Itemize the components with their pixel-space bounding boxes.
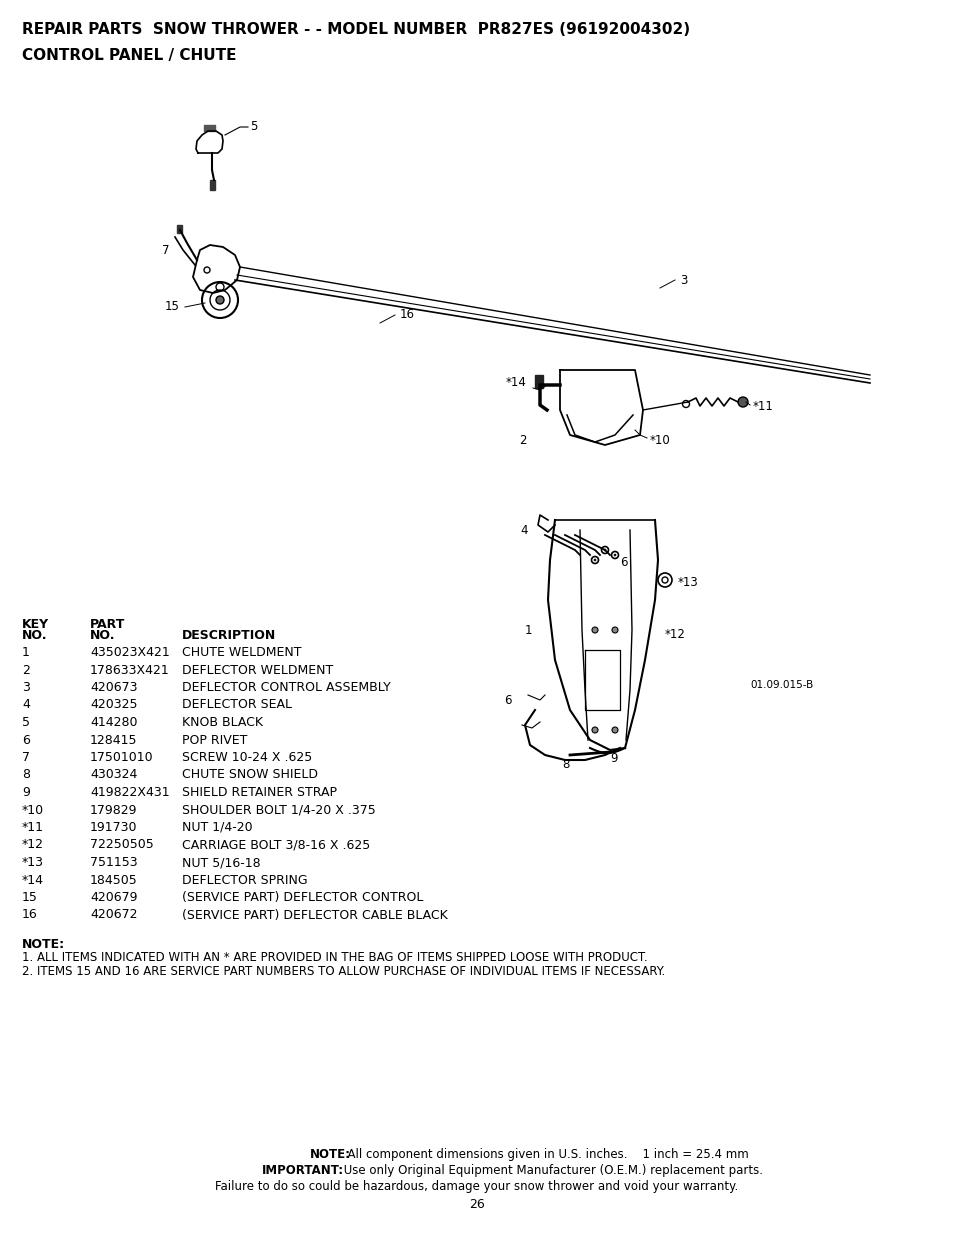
Text: 751153: 751153: [90, 856, 137, 869]
Polygon shape: [177, 225, 182, 233]
Circle shape: [603, 550, 605, 551]
Text: DESCRIPTION: DESCRIPTION: [182, 629, 276, 642]
Text: POP RIVET: POP RIVET: [182, 734, 247, 746]
Text: REPAIR PARTS  SNOW THROWER - - MODEL NUMBER  PR827ES (96192004302): REPAIR PARTS SNOW THROWER - - MODEL NUMB…: [22, 22, 689, 37]
Text: 6: 6: [619, 556, 627, 568]
Text: 9: 9: [609, 752, 617, 764]
Circle shape: [592, 627, 598, 634]
Text: SHOULDER BOLT 1/4-20 X .375: SHOULDER BOLT 1/4-20 X .375: [182, 804, 375, 816]
Text: NUT 1/4-20: NUT 1/4-20: [182, 821, 253, 834]
Text: KEY: KEY: [22, 618, 49, 631]
Text: 2: 2: [22, 663, 30, 677]
Text: 1. ALL ITEMS INDICATED WITH AN * ARE PROVIDED IN THE BAG OF ITEMS SHIPPED LOOSE : 1. ALL ITEMS INDICATED WITH AN * ARE PRO…: [22, 951, 647, 965]
Text: 6: 6: [504, 694, 512, 706]
Text: 179829: 179829: [90, 804, 137, 816]
Text: *10: *10: [649, 433, 670, 447]
Text: 4: 4: [520, 524, 527, 536]
Text: 7: 7: [22, 751, 30, 764]
Text: CHUTE WELDMENT: CHUTE WELDMENT: [182, 646, 301, 659]
Text: *12: *12: [22, 839, 44, 851]
Text: *10: *10: [22, 804, 44, 816]
Text: NOTE:: NOTE:: [310, 1149, 351, 1161]
Text: *11: *11: [22, 821, 44, 834]
Text: 7: 7: [162, 243, 170, 257]
Text: (SERVICE PART) DEFLECTOR CABLE BLACK: (SERVICE PART) DEFLECTOR CABLE BLACK: [182, 909, 447, 921]
Text: CONTROL PANEL / CHUTE: CONTROL PANEL / CHUTE: [22, 48, 236, 63]
Text: 420325: 420325: [90, 699, 137, 711]
Text: 16: 16: [22, 909, 38, 921]
Polygon shape: [535, 375, 542, 388]
Text: 15: 15: [22, 890, 38, 904]
Text: IMPORTANT:: IMPORTANT:: [262, 1165, 344, 1177]
Circle shape: [592, 727, 598, 734]
Text: 2: 2: [519, 433, 526, 447]
Text: SHIELD RETAINER STRAP: SHIELD RETAINER STRAP: [182, 785, 336, 799]
Text: NO.: NO.: [22, 629, 48, 642]
Text: 430324: 430324: [90, 768, 137, 782]
Circle shape: [614, 555, 616, 556]
Text: 1: 1: [524, 624, 532, 636]
Text: 6: 6: [22, 734, 30, 746]
Text: Failure to do so could be hazardous, damage your snow thrower and void your warr: Failure to do so could be hazardous, dam…: [215, 1179, 738, 1193]
Text: 9: 9: [22, 785, 30, 799]
Polygon shape: [210, 180, 214, 190]
Text: 26: 26: [469, 1198, 484, 1212]
Text: *12: *12: [664, 629, 685, 641]
Text: NOTE:: NOTE:: [22, 939, 65, 951]
Text: DEFLECTOR CONTROL ASSEMBLY: DEFLECTOR CONTROL ASSEMBLY: [182, 680, 391, 694]
Text: DEFLECTOR SEAL: DEFLECTOR SEAL: [182, 699, 292, 711]
Text: 1: 1: [22, 646, 30, 659]
Text: 128415: 128415: [90, 734, 137, 746]
Text: 16: 16: [399, 309, 415, 321]
Text: 01.09.015-B: 01.09.015-B: [749, 680, 812, 690]
Text: 15: 15: [165, 300, 180, 314]
Text: 420672: 420672: [90, 909, 137, 921]
Text: 72250505: 72250505: [90, 839, 153, 851]
Text: 184505: 184505: [90, 873, 137, 887]
Text: 5: 5: [250, 120, 257, 132]
Text: NO.: NO.: [90, 629, 115, 642]
Text: 8: 8: [562, 758, 569, 772]
Text: 4: 4: [22, 699, 30, 711]
Text: KNOB BLACK: KNOB BLACK: [182, 716, 263, 729]
Text: 435023X421: 435023X421: [90, 646, 170, 659]
Text: 420679: 420679: [90, 890, 137, 904]
Text: 419822X431: 419822X431: [90, 785, 170, 799]
Text: *14: *14: [506, 375, 526, 389]
Circle shape: [612, 627, 618, 634]
Text: 414280: 414280: [90, 716, 137, 729]
Text: *11: *11: [752, 400, 773, 414]
Text: *14: *14: [22, 873, 44, 887]
Text: 8: 8: [22, 768, 30, 782]
Text: 17501010: 17501010: [90, 751, 153, 764]
Text: 5: 5: [22, 716, 30, 729]
Text: Use only Original Equipment Manufacturer (O.E.M.) replacement parts.: Use only Original Equipment Manufacturer…: [339, 1165, 762, 1177]
Circle shape: [215, 296, 224, 304]
Text: 2. ITEMS 15 AND 16 ARE SERVICE PART NUMBERS TO ALLOW PURCHASE OF INDIVIDUAL ITEM: 2. ITEMS 15 AND 16 ARE SERVICE PART NUMB…: [22, 965, 664, 978]
Circle shape: [612, 727, 618, 734]
Text: DEFLECTOR SPRING: DEFLECTOR SPRING: [182, 873, 307, 887]
Circle shape: [738, 396, 747, 408]
Text: 191730: 191730: [90, 821, 137, 834]
Text: All component dimensions given in U.S. inches.    1 inch = 25.4 mm: All component dimensions given in U.S. i…: [339, 1149, 748, 1161]
Text: CHUTE SNOW SHIELD: CHUTE SNOW SHIELD: [182, 768, 317, 782]
Text: SCREW 10-24 X .625: SCREW 10-24 X .625: [182, 751, 312, 764]
Text: *13: *13: [22, 856, 44, 869]
Text: NUT 5/16-18: NUT 5/16-18: [182, 856, 260, 869]
Text: 178633X421: 178633X421: [90, 663, 170, 677]
Circle shape: [594, 559, 596, 561]
Text: 420673: 420673: [90, 680, 137, 694]
Text: (SERVICE PART) DEFLECTOR CONTROL: (SERVICE PART) DEFLECTOR CONTROL: [182, 890, 423, 904]
Text: PART: PART: [90, 618, 125, 631]
Text: DEFLECTOR WELDMENT: DEFLECTOR WELDMENT: [182, 663, 333, 677]
Text: 3: 3: [679, 273, 687, 287]
Text: *13: *13: [678, 576, 698, 589]
Text: CARRIAGE BOLT 3/8-16 X .625: CARRIAGE BOLT 3/8-16 X .625: [182, 839, 370, 851]
Text: 3: 3: [22, 680, 30, 694]
